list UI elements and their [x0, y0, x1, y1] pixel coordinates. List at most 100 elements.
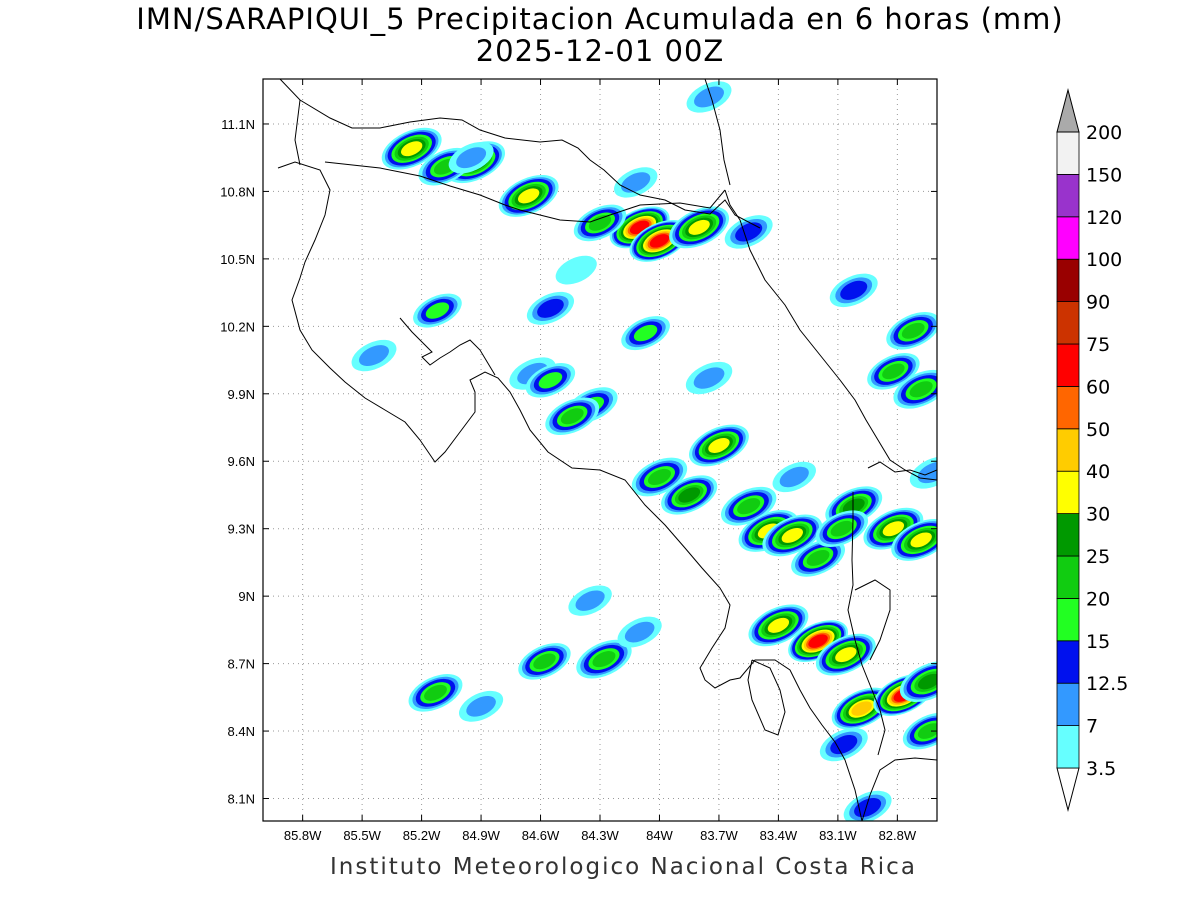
lon-tick-label: 84W [646, 828, 673, 843]
precip-contour [633, 324, 658, 342]
precip-cell [686, 81, 732, 113]
precip-cell [843, 790, 892, 821]
precip-contour [737, 498, 761, 515]
map-subtitle-date: 2025-12-01 00Z [475, 34, 725, 68]
colorbar-swatch [1056, 216, 1080, 260]
nicoya-gulf [399, 317, 496, 376]
colorbar-label: 12.5 [1086, 673, 1128, 695]
precip-contour [649, 234, 670, 248]
colorbar-legend: 3.5 7 12.5 15 20 25 30 40 50 60 75 90 100 120 150 200 [1056, 88, 1128, 812]
golfito-shore [854, 579, 891, 661]
colorbar-max-arrow [1056, 88, 1080, 133]
map-title: IMN/SARAPIQUI_5 Precipitacion Acumulada … [136, 2, 1064, 36]
precip-cell [867, 353, 920, 390]
precip-contour [708, 438, 730, 453]
precip-contour [592, 651, 616, 668]
colorbar-swatch [1056, 131, 1080, 175]
precipitation-field [351, 81, 937, 821]
colorbar-swatch [1056, 725, 1080, 769]
precip-cell [526, 291, 575, 325]
precip-cell [772, 461, 816, 493]
precip-contour [575, 590, 605, 611]
colorbar-swatch [1056, 470, 1080, 515]
footer-credit: Instituto Meteorologico Nacional Costa R… [330, 854, 917, 880]
precip-contour [693, 367, 725, 389]
precip-cell [525, 363, 576, 398]
colorbar-label: 90 [1086, 292, 1110, 314]
precip-cell [886, 312, 937, 350]
nicaragua-border [324, 161, 726, 223]
colorbar-swatch [1056, 640, 1080, 684]
colorbar-swatch [1056, 598, 1080, 642]
burica-coast [861, 757, 937, 821]
precip-cell [748, 604, 809, 647]
colorbar-label: 25 [1086, 546, 1110, 568]
lon-tick-label: 85.2W [403, 828, 441, 843]
precip-contour [842, 498, 865, 514]
precip-cell [688, 424, 749, 467]
precip-contour [910, 532, 932, 548]
precip-contour [917, 673, 937, 690]
caribbean-coast-north [704, 79, 731, 186]
lat-tick-label: 8.7N [228, 657, 255, 672]
precip-cell [621, 316, 670, 351]
colorbar-label: 20 [1086, 588, 1110, 610]
lon-tick-label: 84.3W [581, 828, 619, 843]
lat-tick-label: 10.5N [220, 252, 255, 267]
lat-tick-label: 9N [238, 589, 255, 604]
colorbar-swatch [1056, 301, 1080, 345]
precip-cell [408, 674, 463, 712]
precip-contour [678, 487, 701, 503]
precip-contour [901, 322, 925, 339]
colorbar-swatch [1056, 513, 1080, 557]
precip-cell [568, 585, 612, 616]
precip-contour [808, 634, 828, 648]
precip-cell [893, 369, 937, 409]
precip-cell [351, 339, 397, 372]
precip-cell [791, 539, 846, 577]
precip-contour [401, 141, 423, 157]
precip-contour [688, 219, 710, 235]
precip-cell [576, 639, 632, 679]
colorbar-label: 7 [1086, 716, 1098, 738]
lon-tick-label: 84.6W [522, 828, 560, 843]
colorbar-label: 40 [1086, 461, 1110, 483]
caribbean-coast [724, 189, 937, 481]
precip-contour [917, 461, 937, 484]
precip-contour [806, 549, 830, 566]
colorbar-swatch [1056, 258, 1080, 303]
colorbar-swatch [1056, 682, 1080, 727]
precip-cell [518, 643, 571, 680]
precip-cell [617, 616, 662, 648]
precip-contour [621, 172, 651, 193]
precip-cell [661, 475, 718, 515]
precip-contour [588, 215, 612, 231]
precip-cell [555, 255, 597, 285]
precip-cell [909, 456, 937, 489]
lat-tick-label: 9.9N [228, 387, 255, 402]
precip-contour [517, 188, 540, 204]
lon-tick-label: 83.1W [819, 828, 857, 843]
peninsula-osa [747, 659, 786, 736]
precip-cell [613, 167, 658, 198]
precip-contour [779, 466, 809, 488]
precip-contour [917, 723, 937, 739]
lat-tick-label: 9.3N [228, 522, 255, 537]
lon-tick-label: 84.9W [462, 828, 500, 843]
precip-contour [882, 521, 905, 537]
precip-contour [456, 147, 487, 169]
lon-tick-label: 83.7W [700, 828, 738, 843]
precip-cell [413, 293, 462, 328]
precip-contour [424, 684, 447, 701]
precip-contour [835, 647, 857, 663]
lat-tick-label: 9.6N [228, 454, 255, 469]
latitude-axis: 11.1N 10.8N 10.5N 10.2N 9.9N 9.6N 9.3N 9N 8.7N 8.… [220, 117, 937, 807]
precip-cell [448, 141, 494, 174]
longitude-axis: 85.8W 85.5W 85.2W 84.9W 84.6W 84.3W 84W 83.7W 83… [284, 79, 917, 843]
precip-contour [466, 696, 496, 717]
colorbar-min-arrow [1056, 767, 1080, 812]
lon-tick-label: 85.8W [284, 828, 322, 843]
precip-contour [533, 653, 556, 670]
precip-contour [694, 86, 724, 108]
